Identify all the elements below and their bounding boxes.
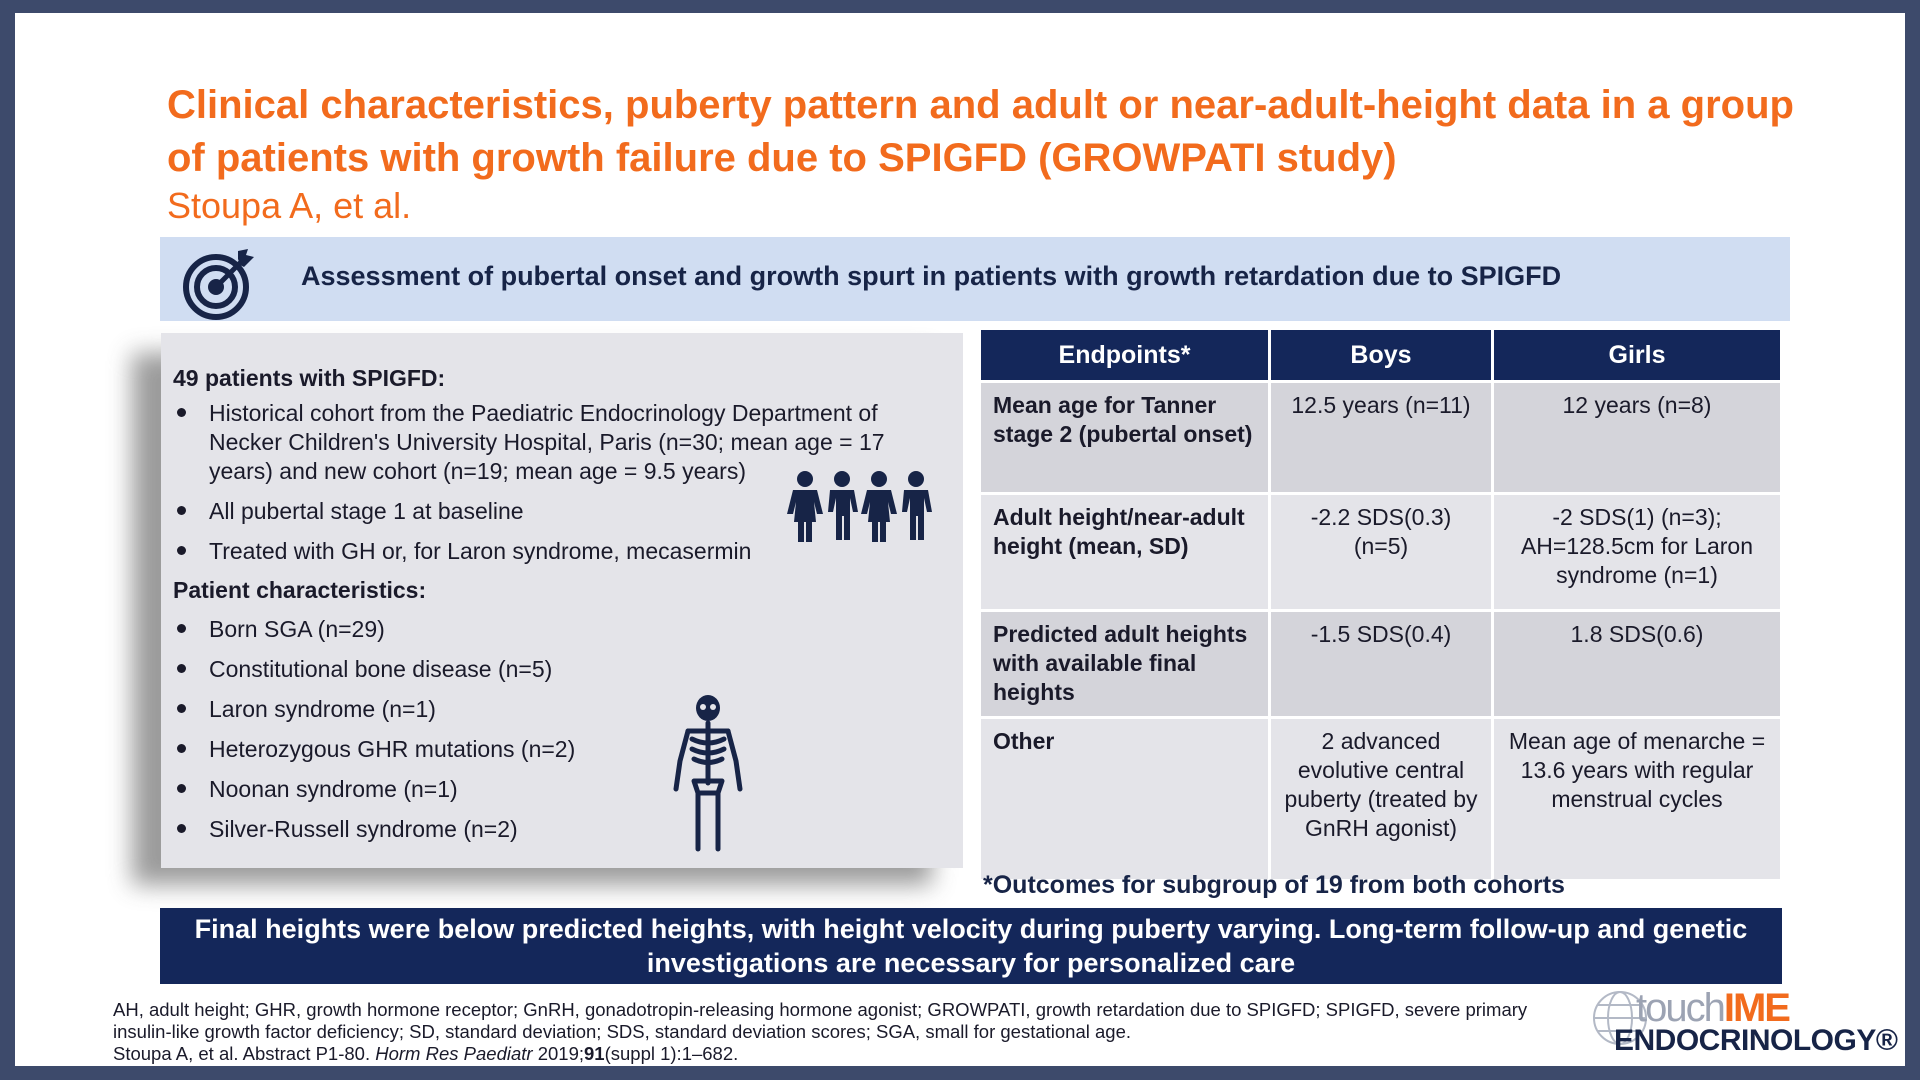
objective-banner: Assessment of pubertal onset and growth … — [160, 237, 1790, 321]
header-girls: Girls — [1494, 330, 1780, 380]
conclusion-box: Final heights were below predicted heigh… — [160, 908, 1782, 984]
row-label: Predicted adult heights with available f… — [981, 612, 1268, 716]
row-label: Mean age for Tanner stage 2 (pubertal on… — [981, 383, 1268, 492]
boys-cell: -2.2 SDS(0.3) (n=5) — [1271, 495, 1491, 609]
list-item: Heterozygous GHR mutations (n=2) — [161, 735, 949, 764]
slide-title: Clinical characteristics, puberty patter… — [167, 83, 1794, 180]
brand-subtitle: ENDOCRINOLOGY® — [1614, 1024, 1898, 1057]
references: AH, adult height; GHR, growth hormone re… — [113, 999, 1563, 1065]
girls-cell: 12 years (n=8) — [1494, 383, 1780, 492]
row-label: Adult height/near-adult height (mean, SD… — [981, 495, 1268, 609]
globe-icon — [1593, 991, 1647, 1045]
table-row: Adult height/near-adult height (mean, SD… — [981, 495, 1780, 609]
banner-text: Assessment of pubertal onset and growth … — [301, 261, 1562, 291]
table-row: Mean age for Tanner stage 2 (pubertal on… — [981, 383, 1780, 492]
list-item: Treated with GH or, for Laron syndrome, … — [161, 537, 949, 566]
header-endpoints: Endpoints* — [981, 330, 1268, 380]
list-item: Born SGA (n=29) — [161, 615, 949, 644]
skeleton-icon — [673, 695, 743, 852]
girls-cell: 1.8 SDS(0.6) — [1494, 612, 1780, 716]
citation-year: 2019; — [532, 1043, 584, 1064]
boys-cell: 2 advanced evolutive central puberty (tr… — [1271, 719, 1491, 879]
abbreviations: AH, adult height; GHR, growth hormone re… — [113, 999, 1528, 1042]
people-icon — [787, 471, 932, 542]
authors: Stoupa A, et al. — [167, 185, 412, 226]
table-row: Predicted adult heights with available f… — [981, 612, 1780, 716]
citation: Stoupa A, et al. Abstract P1-80. Horm Re… — [113, 1043, 1563, 1065]
list-item: Noonan syndrome (n=1) — [161, 775, 949, 804]
row-label: Other — [981, 719, 1268, 879]
citation-suffix: (suppl 1):1–682. — [604, 1043, 739, 1064]
touchime-logo: touchIME ENDOCRINOLOGY® — [1588, 986, 1910, 1058]
table-header-row: Endpoints* Boys Girls — [981, 330, 1780, 380]
patients-heading: 49 patients with SPIGFD: — [173, 365, 446, 391]
list-item: Historical cohort from the Paediatric En… — [161, 399, 949, 486]
characteristics-heading: Patient characteristics: — [173, 577, 427, 603]
list-item: Laron syndrome (n=1) — [161, 695, 949, 724]
table-footnote: *Outcomes for subgroup of 19 from both c… — [983, 871, 1565, 899]
boys-cell: -1.5 SDS(0.4) — [1271, 612, 1491, 716]
patients-panel: 49 patients with SPIGFD: Historical coho… — [161, 333, 963, 868]
table-row: Other 2 advanced evolutive central puber… — [981, 719, 1780, 879]
list-item: Constitutional bone disease (n=5) — [161, 655, 949, 684]
endpoints-table: Endpoints* Boys Girls Mean age for Tanne… — [978, 327, 1783, 882]
citation-prefix: Stoupa A, et al. Abstract P1-80. — [113, 1043, 376, 1064]
header-boys: Boys — [1271, 330, 1491, 380]
boys-cell: 12.5 years (n=11) — [1271, 383, 1491, 492]
girls-cell: -2 SDS(1) (n=3); AH=128.5cm for Laron sy… — [1494, 495, 1780, 609]
characteristics-list: Born SGA (n=29) Constitutional bone dise… — [161, 615, 949, 844]
citation-journal: Horm Res Paediatr — [375, 1043, 533, 1064]
target-icon — [183, 249, 254, 320]
list-item: All pubertal stage 1 at baseline — [161, 497, 769, 526]
patients-list: Historical cohort from the Paediatric En… — [161, 399, 949, 566]
citation-volume: 91 — [584, 1043, 605, 1064]
slide: Clinical characteristics, puberty patter… — [15, 13, 1905, 1066]
list-item: Silver-Russell syndrome (n=2) — [161, 815, 949, 844]
girls-cell: Mean age of menarche = 13.6 years with r… — [1494, 719, 1780, 879]
brand-name: touchIME — [1636, 986, 1791, 1030]
